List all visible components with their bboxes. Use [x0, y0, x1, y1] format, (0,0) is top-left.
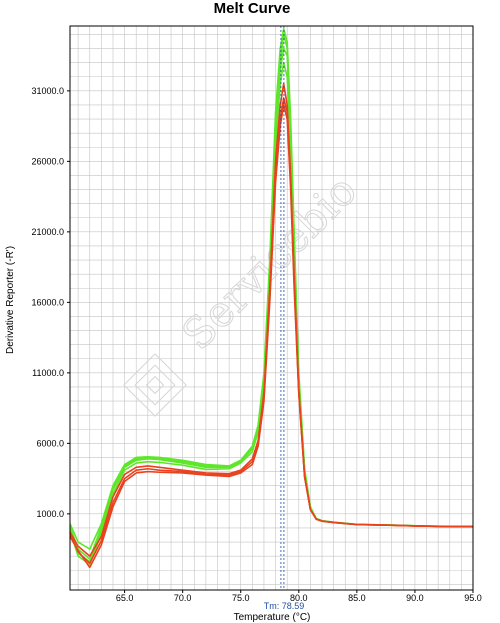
y-tick-label: 1000.0 — [36, 509, 64, 519]
series-line — [69, 61, 474, 566]
y-tick-label: 6000.0 — [36, 438, 64, 448]
y-tick-label: 21000.0 — [31, 227, 64, 237]
y-tick-label: 31000.0 — [31, 86, 64, 96]
y-tick-label: 26000.0 — [31, 156, 64, 166]
x-tick-label: 85.0 — [348, 593, 366, 603]
series-line — [69, 47, 474, 560]
x-tick-label: 65.0 — [116, 593, 134, 603]
tm-label: Tm: 78.59 — [264, 601, 305, 611]
x-tick-label: 95.0 — [464, 593, 482, 603]
grid-lines — [70, 26, 474, 590]
y-tick-labels: 1000.0 6000.0 11000.0 16000.0 21000.0 26000.0… — [31, 86, 70, 519]
x-tick-label: 90.0 — [406, 593, 424, 603]
x-axis-label: Temperature (°C) — [234, 612, 311, 623]
x-tick-label: 80.0 — [290, 593, 308, 603]
series-line — [69, 33, 474, 563]
series-line — [69, 83, 474, 557]
y-tick-label: 11000.0 — [32, 368, 64, 378]
y-tick-label: 16000.0 — [31, 297, 64, 307]
x-tick-label: 70.0 — [174, 593, 192, 603]
series-layer — [69, 28, 474, 569]
chart-title: Melt Curve — [214, 0, 291, 17]
plot-frame — [69, 25, 474, 591]
series-line — [69, 97, 474, 565]
y-axis-label: Derivative Reporter (-R') — [5, 246, 16, 354]
series-line — [69, 104, 474, 569]
x-tick-label: 75.0 — [232, 593, 250, 603]
watermark-logo — [123, 353, 187, 417]
x-tick-labels: 65.0 70.0 75.0 80.0 85.0 90.0 95.0 — [116, 590, 482, 603]
